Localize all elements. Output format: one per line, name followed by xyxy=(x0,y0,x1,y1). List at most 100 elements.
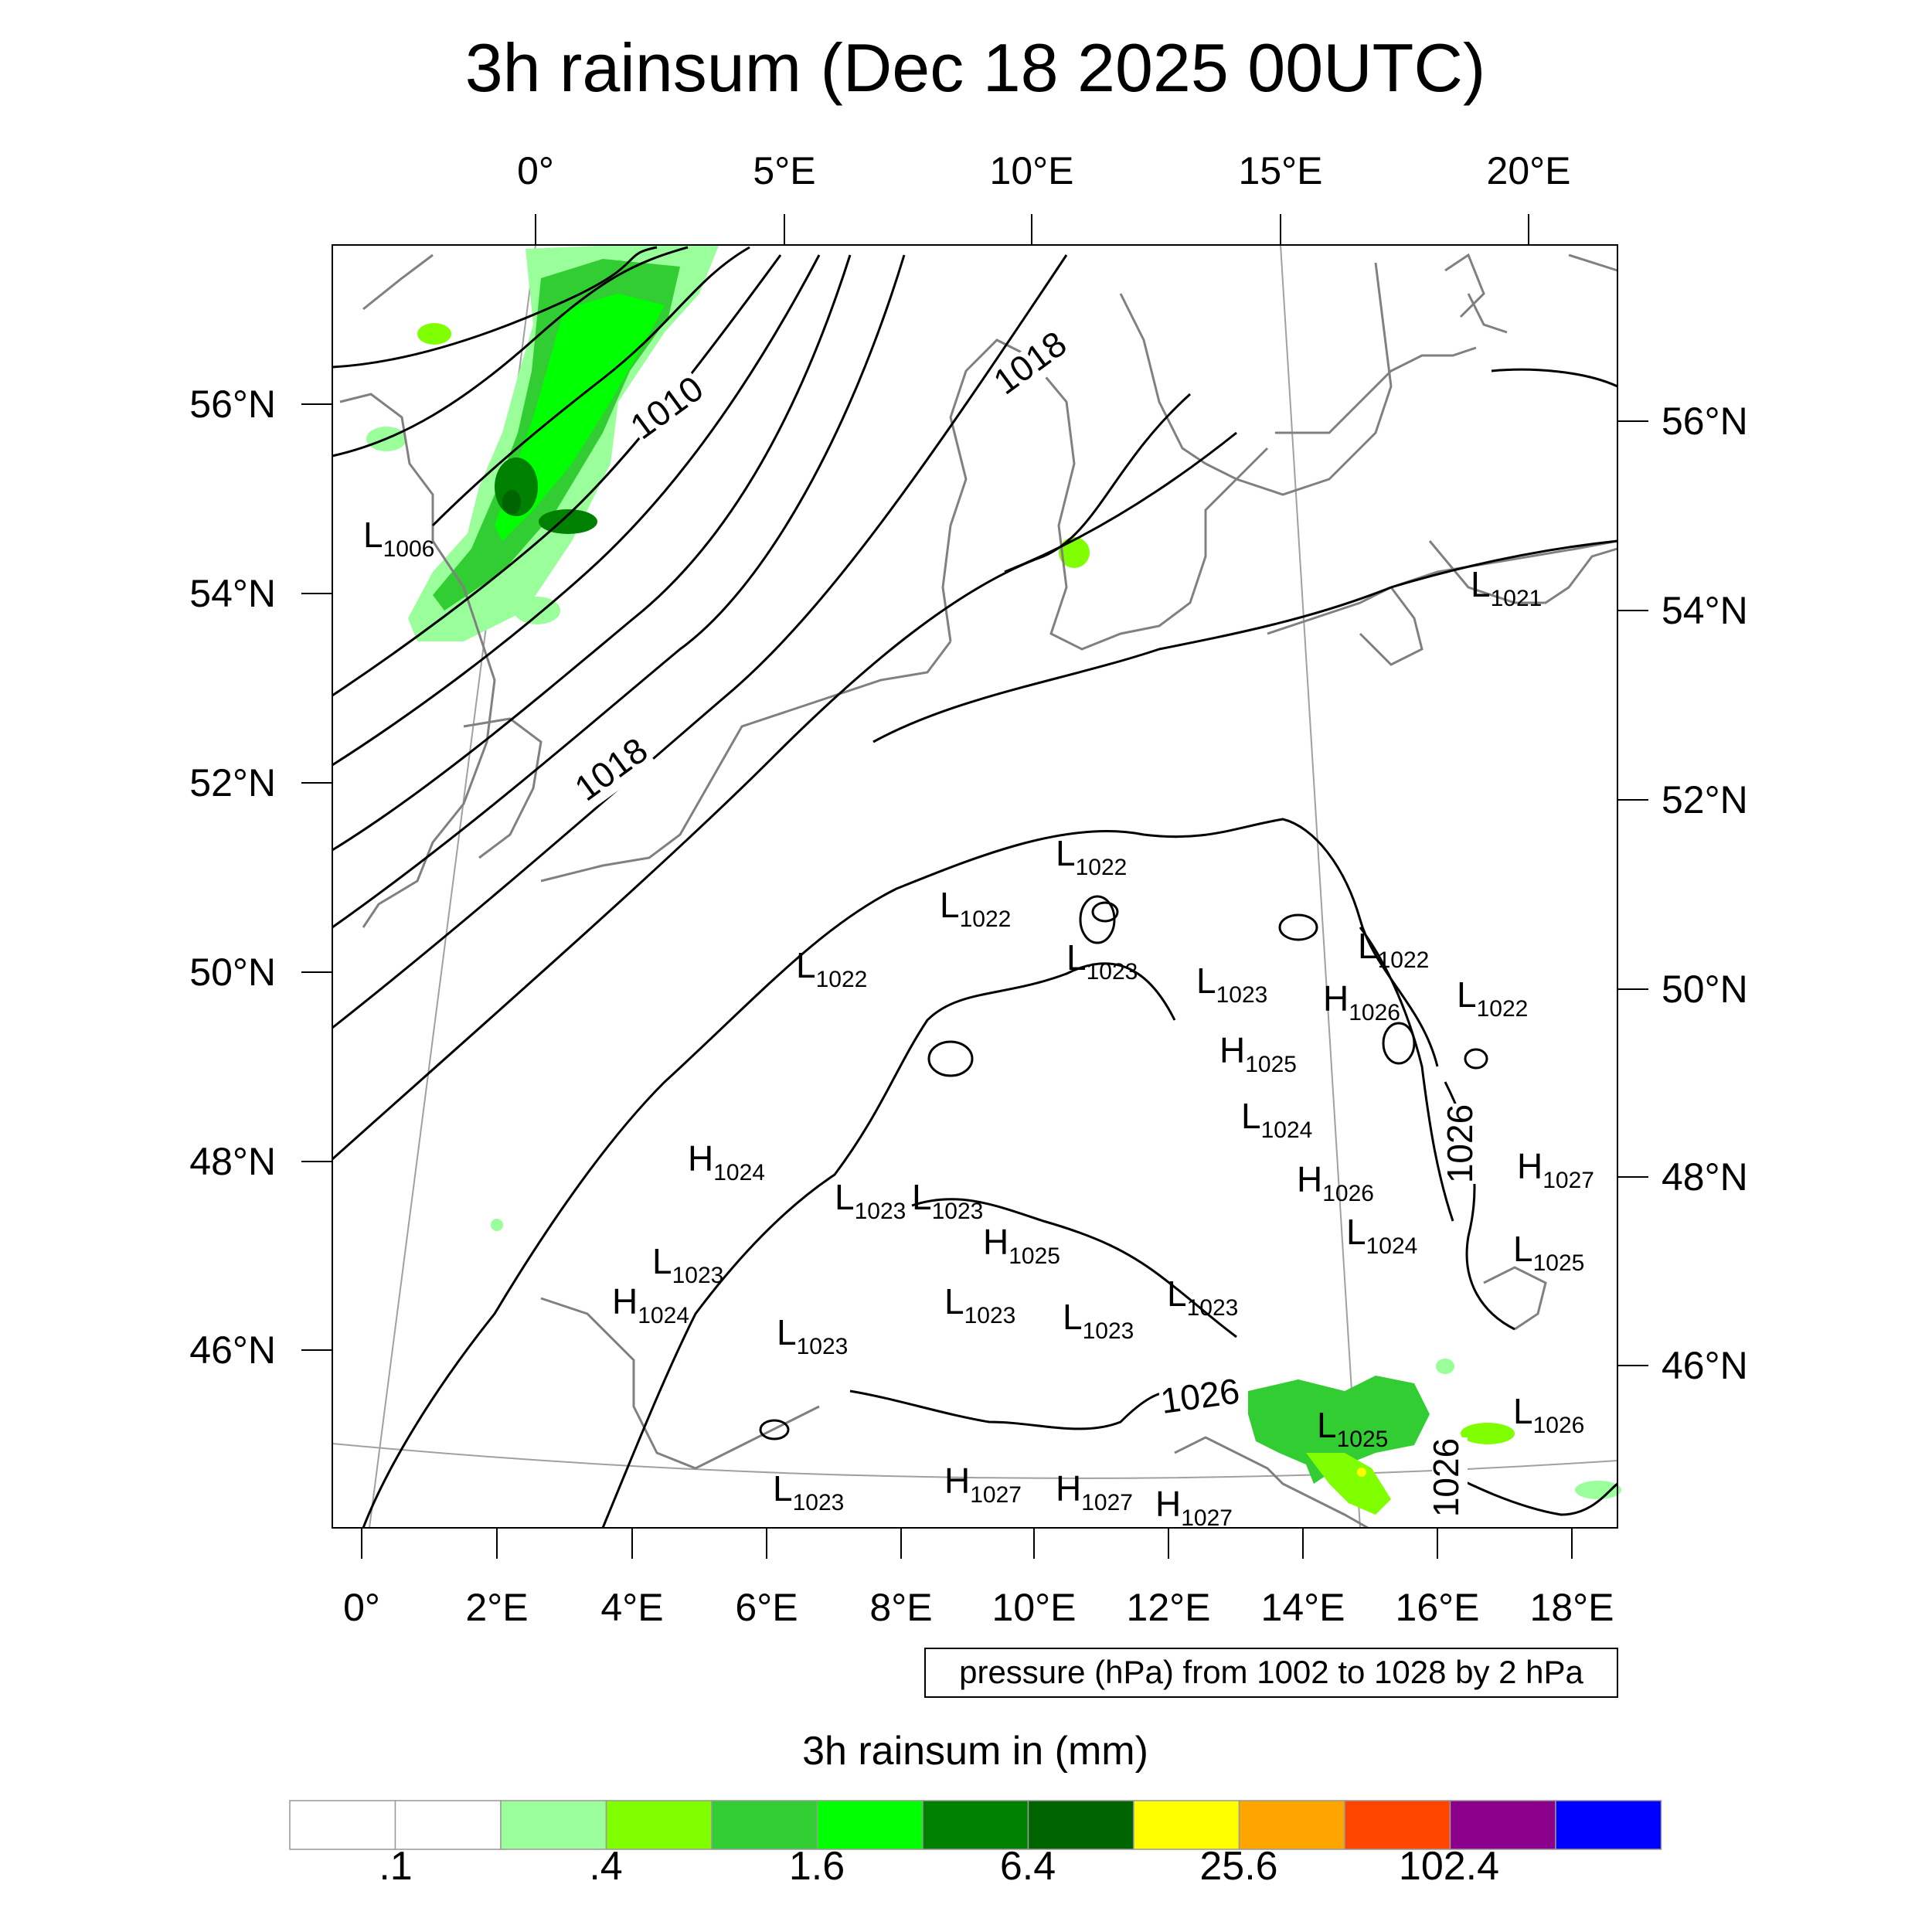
pressure-center-label: H1025 xyxy=(983,1222,1060,1269)
pressure-center-label: L1023 xyxy=(1063,1297,1134,1344)
colorbar-box xyxy=(500,1800,607,1850)
left-lat-label: 50°N xyxy=(189,951,276,994)
rain-area-dark-core xyxy=(539,509,597,534)
right-lat-label: 56°N xyxy=(1662,400,1748,443)
bottom-lon-label: 12°E xyxy=(1127,1586,1211,1629)
top-lon-label: 20°E xyxy=(1487,149,1571,192)
left-latitude-labels: 56°N 54°N 52°N 50°N 48°N 46°N xyxy=(189,383,276,1372)
colorbar-box xyxy=(711,1800,818,1850)
right-lat-label: 52°N xyxy=(1662,778,1748,821)
pressure-center-label: L1024 xyxy=(1346,1212,1417,1259)
colorbar-box xyxy=(816,1800,923,1850)
pressure-center-label: L1023 xyxy=(777,1312,848,1359)
pressure-center-label: L1023 xyxy=(652,1241,723,1288)
pressure-center-label: L1022 xyxy=(1056,833,1127,880)
bottom-lon-label: 0° xyxy=(343,1586,380,1629)
left-lat-label: 54°N xyxy=(189,572,276,615)
left-lat-label: 52°N xyxy=(189,761,276,804)
rain-area-dark-core xyxy=(502,490,521,515)
pressure-center-label: L1025 xyxy=(1513,1229,1584,1276)
pressure-center-label: H1024 xyxy=(688,1138,765,1185)
pressure-center-label: H1025 xyxy=(1219,1030,1297,1077)
pressure-center-label: L1023 xyxy=(944,1281,1015,1328)
pressure-center-label: L1026 xyxy=(1513,1391,1584,1438)
colorbar-box xyxy=(1344,1800,1451,1850)
pressure-center-label: L1023 xyxy=(773,1468,844,1515)
colorbar-label: .4 xyxy=(589,1844,622,1889)
left-lat-label: 56°N xyxy=(189,383,276,426)
rain-area-light xyxy=(417,323,451,345)
top-lon-label: 5°E xyxy=(753,149,815,192)
pressure-center-label: H1024 xyxy=(612,1281,689,1328)
right-latitude-labels: 56°N 54°N 52°N 50°N 48°N 46°N xyxy=(1662,400,1748,1387)
colorbar-box xyxy=(394,1800,502,1850)
right-lat-label: 48°N xyxy=(1662,1155,1748,1199)
colorbar-box xyxy=(1027,1800,1134,1850)
pressure-center-label: L1022 xyxy=(796,945,867,992)
pressure-center-label: L1022 xyxy=(940,885,1011,932)
pressure-center-label: L1023 xyxy=(1066,937,1138,985)
rain-area-light xyxy=(1436,1359,1454,1374)
contour-info-text: pressure (hPa) from 1002 to 1028 by 2 hP… xyxy=(959,1654,1583,1690)
colorbar-box xyxy=(922,1800,1029,1850)
pressure-center-label: L1023 xyxy=(912,1177,983,1224)
top-lon-label: 0° xyxy=(517,149,554,192)
colorbar-label: 1.6 xyxy=(789,1844,845,1889)
pressure-center-label: L1023 xyxy=(1167,1274,1238,1321)
bottom-lon-label: 2°E xyxy=(465,1586,528,1629)
pressure-center-label: L1022 xyxy=(1457,975,1528,1022)
rain-area-light xyxy=(514,597,560,624)
bottom-lon-label: 10°E xyxy=(992,1586,1077,1629)
pressure-centers: L1006 L1021 L1022 L1022 L1022 L1023 L102… xyxy=(363,515,1594,1531)
colorbar-box xyxy=(1555,1800,1662,1850)
colorbar-title: 3h rainsum in (mm) xyxy=(802,1729,1148,1774)
colorbar-label: 6.4 xyxy=(1000,1844,1056,1889)
isobar-label: 1026 xyxy=(1440,1104,1480,1183)
pressure-center-label: L1023 xyxy=(1196,961,1267,1008)
contour-info-box: pressure (hPa) from 1002 to 1028 by 2 hP… xyxy=(924,1648,1618,1698)
rain-area-light xyxy=(491,1219,503,1231)
map-title: 3h rainsum (Dec 18 2025 00UTC) xyxy=(465,29,1486,106)
pressure-center-label: H1027 xyxy=(944,1461,1022,1508)
left-lat-label: 46°N xyxy=(189,1328,276,1372)
bottom-lon-label: 4°E xyxy=(600,1586,663,1629)
pressure-center-label: H1026 xyxy=(1323,978,1400,1026)
rain-area-light xyxy=(1461,1423,1515,1444)
bottom-lon-label: 14°E xyxy=(1261,1586,1345,1629)
bottom-lon-label: 8°E xyxy=(869,1586,932,1629)
pressure-center-label: L1025 xyxy=(1317,1405,1388,1452)
top-longitude-labels: 0° 5°E 10°E 15°E 20°E xyxy=(517,149,1570,192)
bottom-lon-label: 18°E xyxy=(1530,1586,1614,1629)
coastlines xyxy=(339,253,1618,1529)
isobars xyxy=(331,246,1618,1529)
colorbar-box xyxy=(289,1800,396,1850)
right-lat-label: 46°N xyxy=(1662,1344,1748,1387)
colorbar-labels: .1 .4 1.6 6.4 25.6 102.4 xyxy=(379,1844,1499,1889)
map-frame: 1010 1018 1018 1026 1026 1026 xyxy=(301,214,1648,1559)
colorbar-box xyxy=(1238,1800,1345,1850)
map-border xyxy=(332,244,1618,1529)
top-lon-label: 15°E xyxy=(1239,149,1323,192)
right-lat-label: 50°N xyxy=(1662,968,1748,1011)
rain-area-southeast-light xyxy=(1306,1453,1391,1515)
colorbar xyxy=(289,1800,1662,1850)
pressure-center-label: L1024 xyxy=(1241,1096,1312,1143)
colorbar-label: 25.6 xyxy=(1199,1844,1277,1889)
pressure-center-label: H1026 xyxy=(1297,1159,1374,1206)
bottom-lon-label: 16°E xyxy=(1396,1586,1480,1629)
pressure-center-label: L1023 xyxy=(835,1177,906,1224)
rain-area-light xyxy=(1575,1481,1621,1499)
colorbar-label: 102.4 xyxy=(1399,1844,1499,1889)
pressure-center-label: L1021 xyxy=(1471,564,1542,611)
bottom-longitude-labels: 0° 2°E 4°E 6°E 8°E 10°E 12°E 14°E 16°E 1… xyxy=(343,1586,1614,1629)
pressure-center-label: H1027 xyxy=(1056,1468,1133,1515)
rain-area-yellow-spot xyxy=(1357,1468,1366,1477)
colorbar-box xyxy=(1449,1800,1556,1850)
pressure-center-label: L1006 xyxy=(363,515,434,562)
bottom-lon-label: 6°E xyxy=(735,1586,798,1629)
colorbar-label: .1 xyxy=(379,1844,412,1889)
left-lat-label: 48°N xyxy=(189,1140,276,1183)
rain-area-southeast xyxy=(1248,1376,1430,1484)
pressure-center-label: L1022 xyxy=(1358,926,1429,973)
